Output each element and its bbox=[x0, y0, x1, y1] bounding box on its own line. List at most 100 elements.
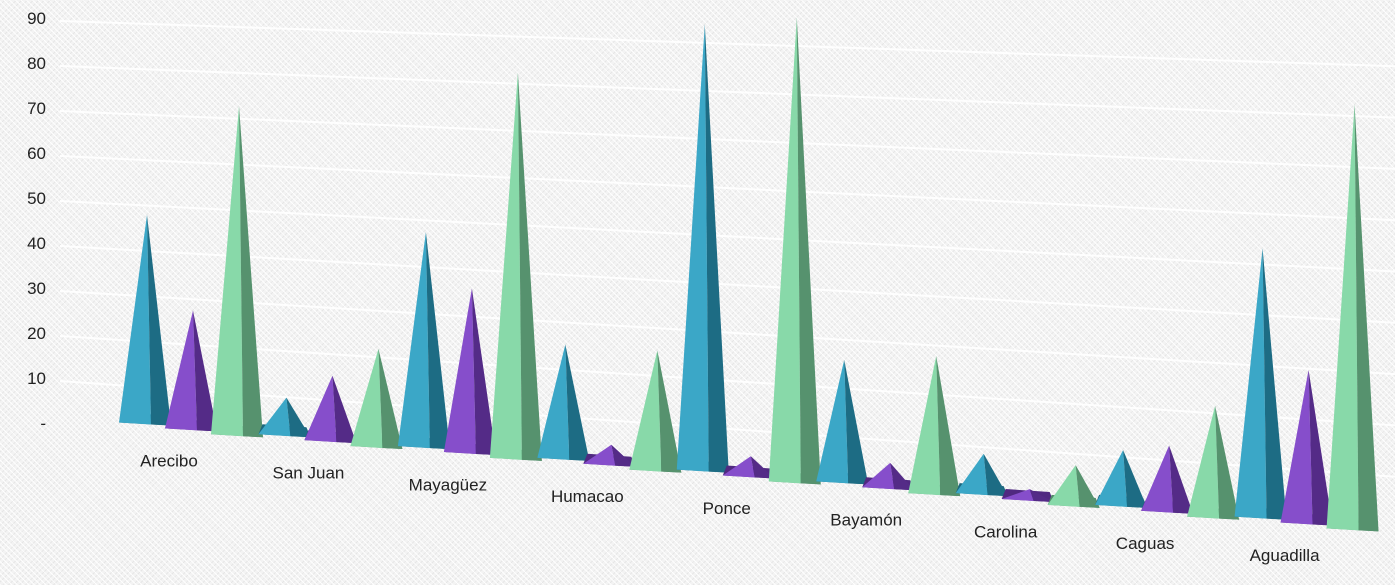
pyramid-face-left bbox=[629, 350, 662, 472]
pyramid-2-1 bbox=[443, 288, 496, 455]
pyramid-7-2 bbox=[1187, 405, 1240, 520]
gridline bbox=[59, 20, 1395, 68]
y-tick-label: 60 bbox=[27, 144, 46, 163]
pyramid-5-1 bbox=[862, 462, 915, 491]
pyramid-face-right bbox=[1354, 104, 1379, 532]
pyramid-face-right bbox=[193, 310, 217, 432]
category-label: San Juan bbox=[273, 463, 345, 482]
pyramid-face-right bbox=[471, 288, 496, 455]
pyramid-5-0 bbox=[816, 359, 869, 485]
pyramid-face-left bbox=[816, 359, 849, 484]
gridline bbox=[59, 200, 1395, 273]
pyramid-face-right bbox=[890, 462, 915, 491]
pyramid-face-right bbox=[1215, 405, 1240, 520]
gridline bbox=[59, 110, 1395, 170]
pyramid-face-right bbox=[147, 214, 171, 426]
pyramid-face-right bbox=[1262, 248, 1287, 520]
category-label: Carolina bbox=[974, 522, 1038, 541]
pyramid-face-left bbox=[676, 24, 709, 472]
pyramid-face-right bbox=[1029, 489, 1054, 503]
y-tick-label: 10 bbox=[27, 369, 46, 388]
y-tick-label: 90 bbox=[27, 9, 46, 28]
pyramid-6-1 bbox=[1001, 489, 1054, 503]
pyramid-face-left bbox=[165, 310, 197, 431]
y-axis: - 10 20 30 40 50 60 70 80 90 bbox=[27, 9, 46, 433]
category-label: Bayamón bbox=[830, 511, 902, 530]
category-axis: Arecibo San Juan Mayagüez Humacao Ponce Bayam… bbox=[140, 452, 1320, 565]
pyramid-4-2 bbox=[768, 17, 821, 485]
pyramid-face-left bbox=[258, 397, 291, 437]
pyramid-face-left bbox=[768, 17, 801, 484]
pyramid-0-0 bbox=[119, 214, 171, 426]
pyramid-6-2 bbox=[1047, 465, 1100, 508]
category-label: Mayagüez bbox=[409, 475, 487, 494]
pyramid-face-left bbox=[1234, 248, 1267, 519]
pyramid-5-2 bbox=[908, 355, 961, 497]
gridline bbox=[59, 245, 1395, 324]
y-tick-label: - bbox=[40, 414, 46, 433]
pyramid-face-right bbox=[1123, 449, 1148, 508]
y-tick-label: 80 bbox=[27, 54, 46, 73]
pyramid-face-right bbox=[378, 348, 403, 450]
y-tick-label: 70 bbox=[27, 99, 46, 118]
pyramid-face-left bbox=[908, 355, 941, 496]
pyramid-face-left bbox=[1280, 369, 1313, 525]
pyramid-face-right bbox=[517, 72, 542, 461]
category-label: Caguas bbox=[1116, 534, 1175, 553]
pyramid-face-left bbox=[1326, 104, 1359, 531]
gridlines bbox=[59, 20, 1395, 478]
pyramid-face-right bbox=[704, 24, 729, 473]
pyramid-face-right bbox=[936, 355, 961, 497]
pyramid-4-1 bbox=[722, 456, 775, 479]
series-marks bbox=[119, 17, 1379, 532]
pyramid-1-2 bbox=[350, 348, 403, 450]
pyramid-face-left bbox=[583, 444, 616, 466]
pyramid-face-right bbox=[750, 456, 775, 479]
pyramid-face-right bbox=[1075, 465, 1100, 508]
pyramid-8-1 bbox=[1280, 369, 1333, 526]
pyramid-face-left bbox=[397, 232, 430, 449]
pyramid-6-0 bbox=[955, 453, 1008, 497]
pyramid-2-2 bbox=[489, 72, 542, 461]
pyramid-face-right bbox=[611, 444, 636, 467]
pyramid-face-right bbox=[1308, 369, 1333, 526]
pyramid-face-right bbox=[425, 232, 450, 450]
pyramid-3-0 bbox=[537, 344, 590, 461]
category-label: Arecibo bbox=[140, 452, 198, 471]
pyramid-face-left bbox=[1001, 489, 1034, 502]
gridline bbox=[59, 65, 1395, 119]
pyramid-face-left bbox=[1187, 405, 1220, 519]
pyramid-face-left bbox=[211, 105, 243, 437]
y-tick-label: 50 bbox=[27, 189, 46, 208]
pyramid-face-left bbox=[1095, 449, 1128, 507]
category-label: Humacao bbox=[551, 487, 624, 506]
pyramid-face-left bbox=[350, 348, 383, 449]
pyramid-2-0 bbox=[397, 232, 450, 450]
pyramid-1-0 bbox=[258, 397, 311, 438]
pyramid-0-1 bbox=[165, 310, 217, 432]
pyramid-face-left bbox=[119, 214, 151, 425]
pyramid-face-right bbox=[239, 105, 263, 438]
pyramid-1-1 bbox=[304, 375, 357, 444]
pyramid-7-1 bbox=[1141, 445, 1194, 514]
category-label: Ponce bbox=[703, 499, 751, 518]
pyramid-face-left bbox=[489, 72, 522, 460]
pyramid-face-right bbox=[796, 17, 821, 485]
pyramid-8-0 bbox=[1234, 248, 1287, 520]
pyramid-8-2 bbox=[1326, 104, 1379, 532]
pyramid-face-left bbox=[862, 462, 895, 490]
y-tick-label: 20 bbox=[27, 324, 46, 343]
pyramid-face-left bbox=[537, 344, 570, 460]
pyramid-face-right bbox=[286, 397, 311, 438]
pyramid-face-left bbox=[955, 453, 988, 496]
pyramid-face-right bbox=[657, 350, 682, 473]
pyramid-3-2 bbox=[629, 350, 682, 473]
gridline bbox=[59, 335, 1395, 427]
pyramid-3-1 bbox=[583, 444, 636, 467]
pyramid-face-right bbox=[1169, 445, 1194, 514]
pyramid-face-left bbox=[1047, 465, 1080, 507]
y-tick-label: 30 bbox=[27, 279, 46, 298]
pyramid-0-2 bbox=[211, 105, 263, 438]
pyramid-face-right bbox=[983, 453, 1008, 497]
